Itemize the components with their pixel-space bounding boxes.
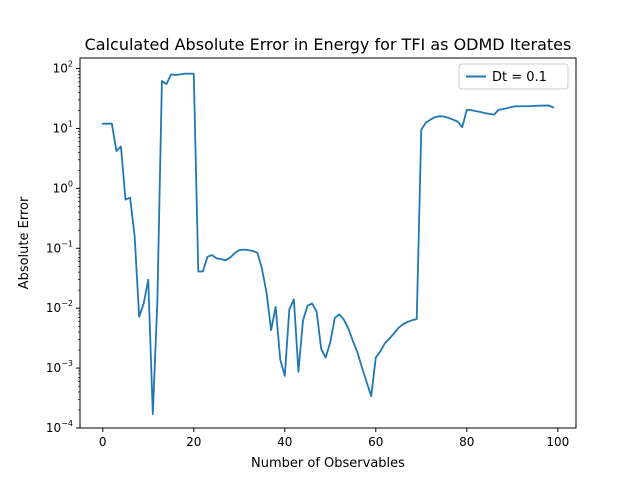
line-layer [101,72,555,416]
x-tick-label: 40 [277,435,292,449]
y-tick-base: 10 [53,121,68,135]
y-axis-label: Absolute Error [17,196,32,289]
x-axis-ticks: 0 20 40 60 80 100 [99,428,569,449]
x-tick-label: 0 [99,435,107,449]
legend-frame [458,63,569,90]
y-tick-label: 102 [53,60,73,76]
y-tick-exponent: 0 [68,179,73,188]
y-tick-label: 10−1 [46,239,73,255]
x-tick-label: 20 [186,435,201,449]
x-tick-label: 80 [459,435,474,449]
y-tick-base: 10 [46,301,61,315]
y-tick-exponent: 1 [68,119,73,128]
y-tick-label: 10−3 [46,359,73,375]
y-tick-exponent: −3 [61,359,73,368]
y-tick-base: 10 [46,421,61,435]
y-tick-exponent: −1 [61,239,73,248]
y-tick-base: 10 [46,241,61,255]
legend-label: Dt = 0.1 [492,70,547,85]
plot-area-frame [79,57,577,429]
y-tick-exponent: 2 [68,60,73,69]
y-tick-base: 10 [53,62,68,76]
x-axis-label: Number of Observables [251,456,405,471]
chart-title: Calculated Absolute Error in Energy for … [85,35,572,54]
y-tick-label: 10−4 [46,419,73,435]
y-tick-base: 10 [46,361,61,375]
y-tick-exponent: −4 [61,419,73,428]
x-tick-label: 60 [368,435,383,449]
x-tick-label: 100 [546,435,569,449]
y-tick-exponent: −2 [61,299,73,308]
series-line [101,72,555,416]
y-tick-label: 101 [53,119,73,135]
y-tick-label: 10−2 [46,299,73,315]
y-tick-base: 10 [53,181,68,195]
legend: Dt = 0.1 [458,63,569,90]
y-tick-label: 100 [53,179,73,195]
